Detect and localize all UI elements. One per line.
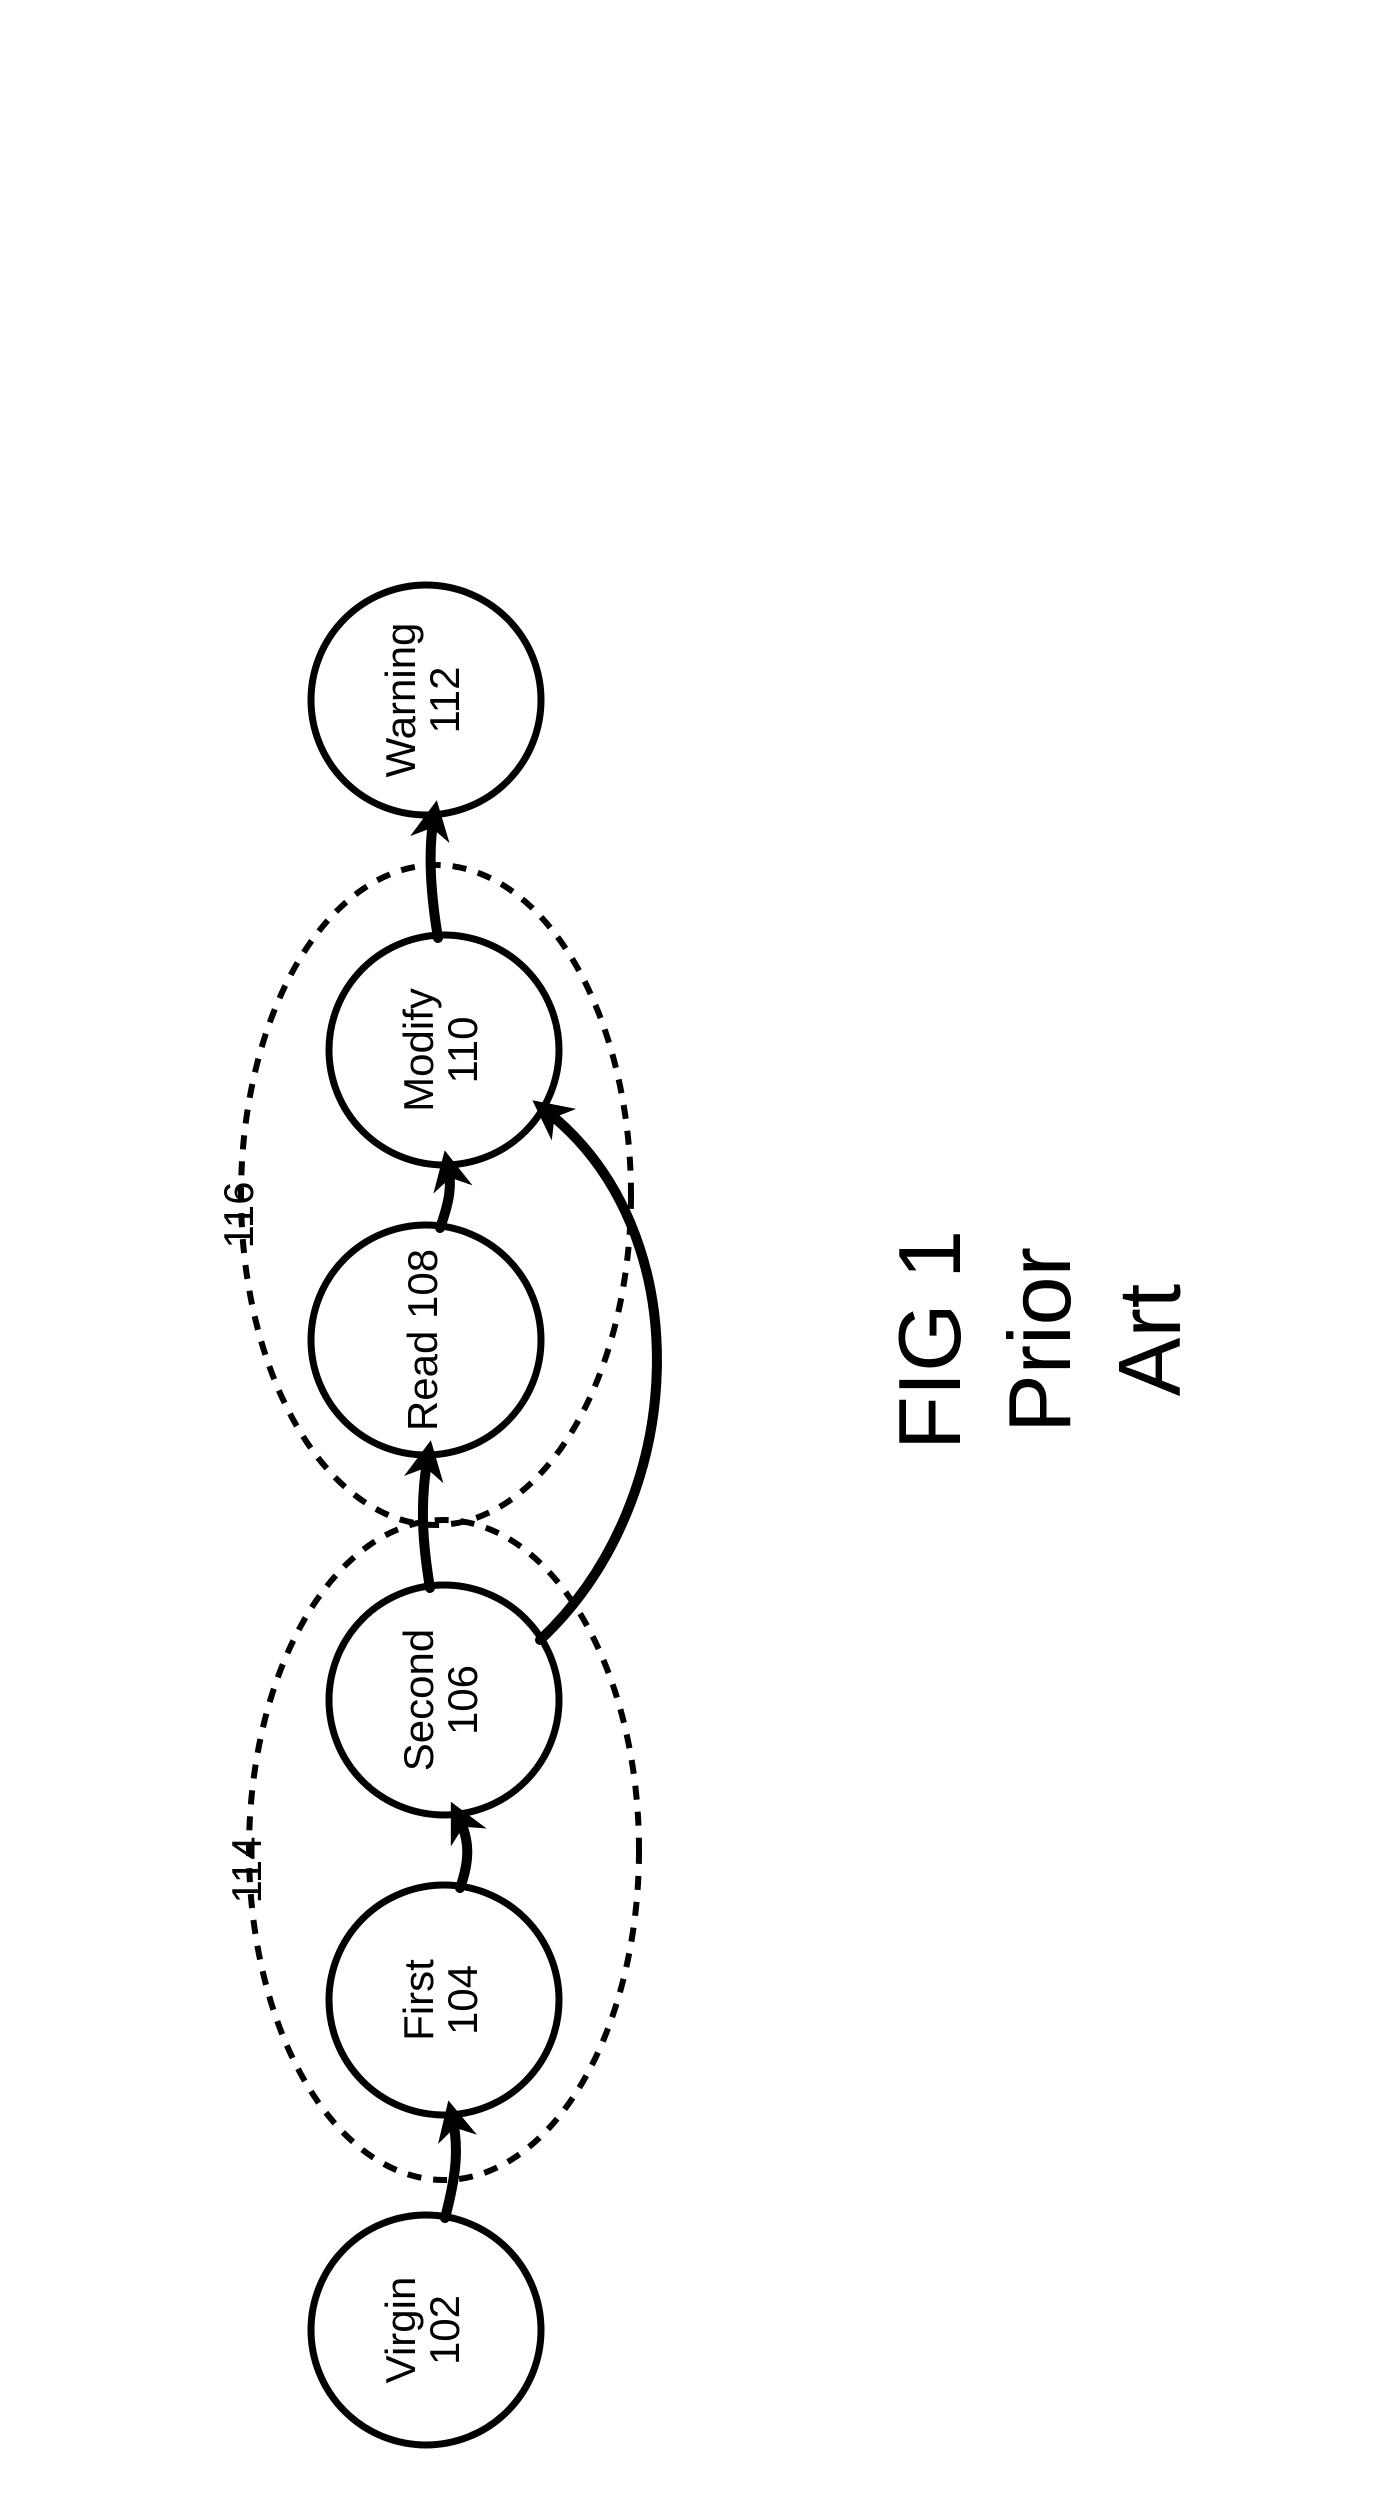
node-label-bottom-first: 104 bbox=[439, 1965, 486, 2035]
edge-first-second bbox=[458, 1816, 467, 1888]
figure-caption-line-0: FIG 1 bbox=[880, 1230, 979, 1450]
node-label-bottom-modify: 110 bbox=[439, 1017, 486, 1084]
edge-modify-warning bbox=[431, 816, 438, 938]
node-label-read: Read 108 bbox=[399, 1249, 446, 1431]
node-label-top-first: First bbox=[395, 1959, 442, 2041]
group-g114 bbox=[249, 1520, 639, 2180]
node-label-bottom-virgin: 102 bbox=[421, 2295, 468, 2365]
node-label-bottom-warning: 112 bbox=[421, 667, 468, 734]
node-label-top-second: Second bbox=[395, 1629, 442, 1771]
group-label-g114: 114 bbox=[223, 1837, 270, 1904]
figure-caption-line-2: Art bbox=[1100, 1284, 1199, 1396]
group-label-g116: 116 bbox=[215, 1182, 262, 1249]
node-label-top-warning: Warning bbox=[377, 623, 424, 778]
node-label-top-modify: Modify bbox=[395, 988, 442, 1112]
edge-read-modify bbox=[440, 1166, 450, 1228]
edge-virgin-first bbox=[445, 2116, 456, 2218]
figure-caption-line-1: Prior bbox=[990, 1247, 1089, 1433]
node-label-top-virgin: Virgin bbox=[377, 2277, 424, 2384]
node-label-bottom-second: 106 bbox=[439, 1665, 486, 1735]
